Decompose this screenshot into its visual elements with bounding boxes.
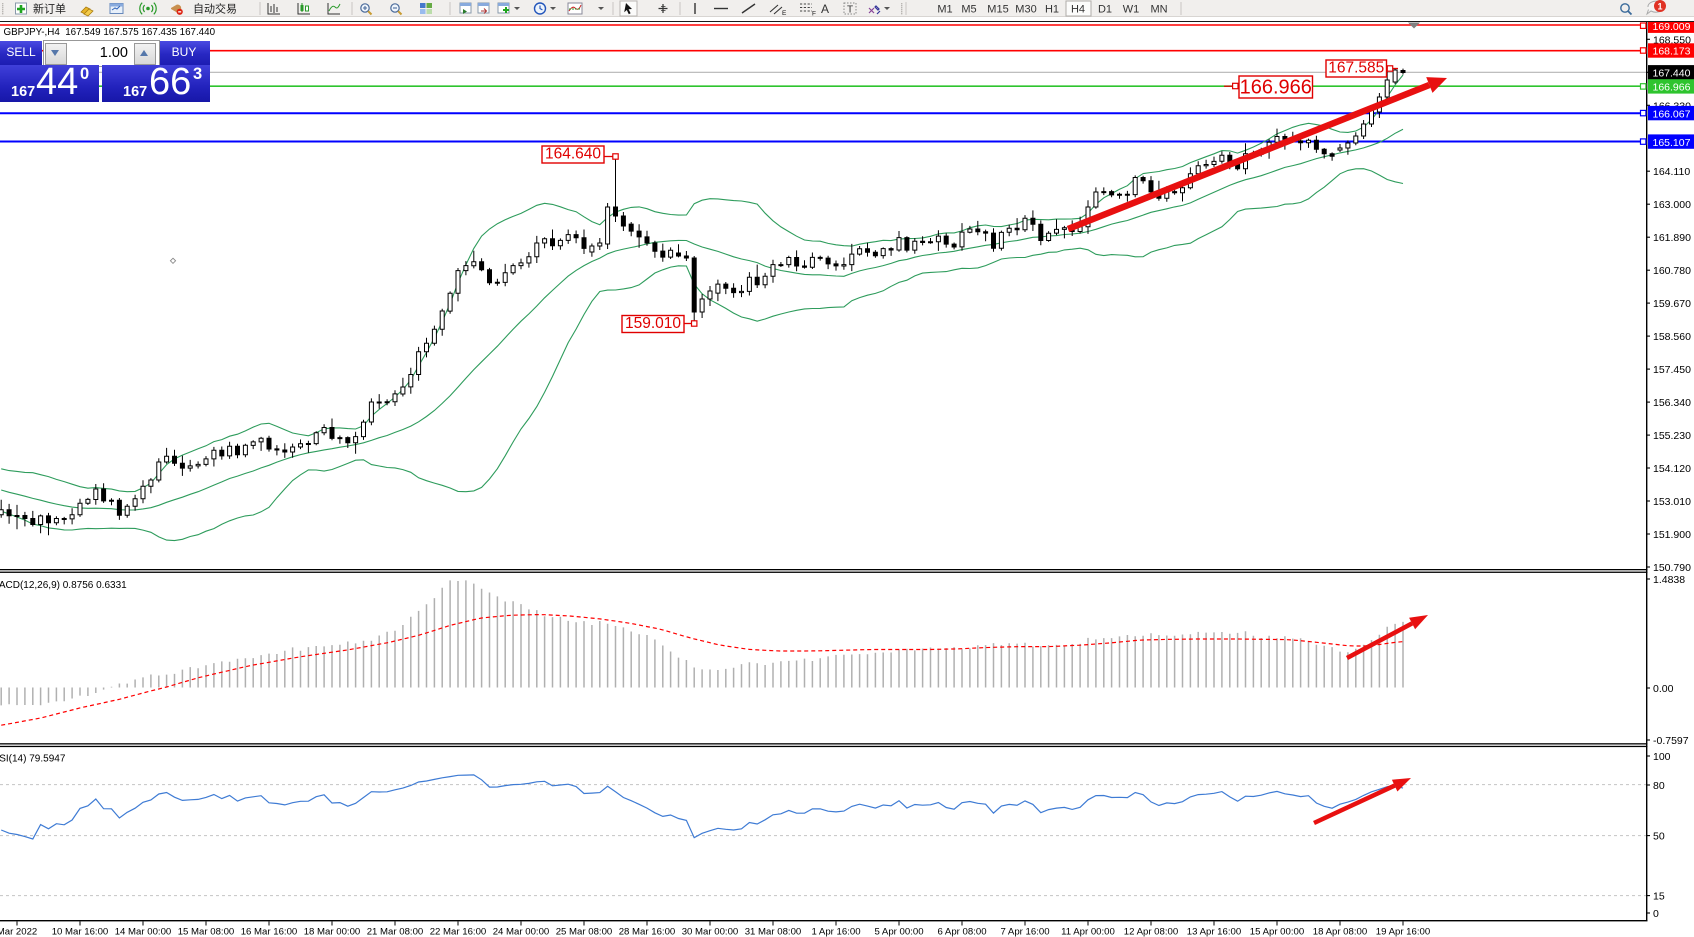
svg-text:168.173: 168.173 [1653, 46, 1691, 58]
svg-text:6 Apr 08:00: 6 Apr 08:00 [937, 927, 986, 937]
svg-text:M30: M30 [1015, 4, 1036, 16]
svg-text:159.670: 159.670 [1653, 298, 1691, 310]
svg-text:H1: H1 [1045, 4, 1059, 16]
svg-text:166.966: 166.966 [1653, 82, 1691, 94]
svg-text:M15: M15 [987, 4, 1008, 16]
svg-text:24 Mar 00:00: 24 Mar 00:00 [493, 927, 550, 937]
svg-text:F: F [812, 11, 816, 18]
svg-text:自动交易: 自动交易 [193, 2, 237, 16]
svg-text:22 Mar 16:00: 22 Mar 16:00 [430, 927, 487, 937]
svg-text:160.780: 160.780 [1653, 265, 1691, 277]
svg-text:159.010: 159.010 [625, 315, 681, 332]
svg-text:80: 80 [1653, 780, 1665, 792]
svg-text:E: E [782, 10, 787, 17]
svg-text:1 Apr 16:00: 1 Apr 16:00 [811, 927, 860, 937]
svg-text:11 Apr 00:00: 11 Apr 00:00 [1061, 927, 1115, 937]
svg-text:M5: M5 [961, 4, 976, 16]
svg-text:150.790: 150.790 [1653, 562, 1691, 574]
svg-text:31 Mar 08:00: 31 Mar 08:00 [745, 927, 802, 937]
svg-text:18 Apr 08:00: 18 Apr 08:00 [1313, 927, 1367, 937]
svg-text:新订单: 新订单 [33, 2, 66, 16]
svg-text:161.890: 161.890 [1653, 232, 1691, 244]
svg-text:100: 100 [1653, 751, 1671, 763]
svg-text:166.966: 166.966 [1240, 77, 1312, 99]
svg-text:151.900: 151.900 [1653, 529, 1691, 541]
svg-text:167.440: 167.440 [1653, 68, 1691, 80]
svg-text:MN: MN [1150, 4, 1167, 16]
svg-text:167.585: 167.585 [1328, 60, 1384, 77]
svg-text:16 Mar 16:00: 16 Mar 16:00 [241, 927, 298, 937]
svg-text:153.010: 153.010 [1653, 496, 1691, 508]
svg-text:158.560: 158.560 [1653, 331, 1691, 343]
svg-text:7 Apr 16:00: 7 Apr 16:00 [1000, 927, 1049, 937]
svg-text:D1: D1 [1098, 4, 1112, 16]
svg-text:30 Mar 00:00: 30 Mar 00:00 [682, 927, 739, 937]
svg-text:MACD(12,26,9) 0.8756 0.6331: MACD(12,26,9) 0.8756 0.6331 [0, 580, 127, 591]
svg-text:15: 15 [1653, 890, 1665, 902]
svg-text:A: A [821, 2, 829, 16]
svg-text:157.450: 157.450 [1653, 364, 1691, 376]
svg-text:12 Apr 08:00: 12 Apr 08:00 [1124, 927, 1178, 937]
svg-text:0.00: 0.00 [1653, 683, 1674, 695]
svg-text:156.340: 156.340 [1653, 397, 1691, 409]
svg-text:9 Mar 2022: 9 Mar 2022 [0, 927, 37, 937]
svg-text:163.000: 163.000 [1653, 199, 1691, 211]
svg-text:164.110: 164.110 [1653, 166, 1690, 178]
svg-text:50: 50 [1653, 830, 1665, 842]
svg-text:166.067: 166.067 [1653, 108, 1691, 120]
svg-text:21 Mar 08:00: 21 Mar 08:00 [367, 927, 424, 937]
svg-text:15 Mar 08:00: 15 Mar 08:00 [178, 927, 235, 937]
svg-text:19 Apr 16:00: 19 Apr 16:00 [1376, 927, 1430, 937]
svg-text:-0.7597: -0.7597 [1653, 735, 1689, 747]
svg-text:1: 1 [1657, 2, 1662, 12]
svg-text:5 Apr 00:00: 5 Apr 00:00 [874, 927, 923, 937]
svg-text:T: T [847, 5, 853, 16]
svg-text:169.009: 169.009 [1653, 21, 1691, 33]
svg-text:1.4838: 1.4838 [1653, 574, 1685, 586]
svg-text:M1: M1 [937, 4, 952, 16]
svg-text:28 Mar 16:00: 28 Mar 16:00 [619, 927, 676, 937]
svg-text:14 Mar 00:00: 14 Mar 00:00 [115, 927, 172, 937]
svg-text:13 Apr 16:00: 13 Apr 16:00 [1187, 927, 1241, 937]
svg-text:0: 0 [1653, 908, 1659, 920]
svg-text:165.107: 165.107 [1653, 137, 1691, 149]
svg-text:15 Apr 00:00: 15 Apr 00:00 [1250, 927, 1304, 937]
svg-text:RSI(14) 79.5947: RSI(14) 79.5947 [0, 754, 66, 765]
svg-text:10 Mar 16:00: 10 Mar 16:00 [52, 927, 109, 937]
svg-text:GBPJPY-,H4 167.549 167.575 16: GBPJPY-,H4 167.549 167.575 167.435 167.4… [4, 27, 216, 38]
svg-text:H4: H4 [1071, 4, 1085, 16]
svg-text:164.640: 164.640 [545, 146, 601, 163]
svg-text:18 Mar 00:00: 18 Mar 00:00 [304, 927, 361, 937]
svg-text:155.230: 155.230 [1653, 430, 1691, 442]
svg-text:154.120: 154.120 [1653, 463, 1691, 475]
svg-text:25 Mar 08:00: 25 Mar 08:00 [556, 927, 613, 937]
svg-text:W1: W1 [1123, 4, 1140, 16]
